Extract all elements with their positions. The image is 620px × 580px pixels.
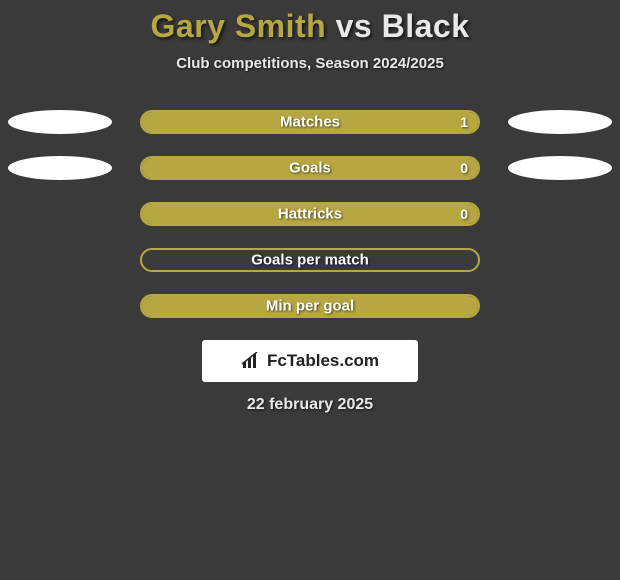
stat-value: 1 [460,114,468,130]
stat-bar: Goals per match [140,248,480,272]
stat-rows: Matches 1 Goals 0 Hattricks 0 Goals per match M… [0,110,620,318]
stat-row: Matches 1 [0,110,620,134]
stat-bar: Min per goal [140,294,480,318]
title-vs: vs [336,8,373,44]
date-text: 22 february 2025 [0,396,620,414]
stat-label: Hattricks [278,206,342,223]
stat-row: Goals 0 [0,156,620,180]
page-title: Gary Smith vs Black [0,8,620,45]
stat-bar: Hattricks 0 [140,202,480,226]
stat-bar: Goals 0 [140,156,480,180]
stat-row: Goals per match [0,248,620,272]
player2-marker [508,156,612,180]
stat-label: Goals per match [251,252,369,269]
stat-value: 0 [460,160,468,176]
stat-label: Min per goal [266,298,354,315]
stat-bar: Matches 1 [140,110,480,134]
stat-row: Min per goal [0,294,620,318]
stat-label: Matches [280,114,340,131]
logo-box: FcTables.com [202,340,418,382]
stat-row: Hattricks 0 [0,202,620,226]
stat-value: 0 [460,206,468,222]
player1-marker [8,110,112,134]
player1-marker [8,156,112,180]
subtitle: Club competitions, Season 2024/2025 [0,55,620,72]
logo-chart-icon [241,352,263,370]
stat-label: Goals [289,160,331,177]
comparison-card: Gary Smith vs Black Club competitions, S… [0,0,620,414]
logo-text: FcTables.com [267,351,379,371]
logo: FcTables.com [241,351,379,371]
player2-name: Black [382,8,470,44]
player2-marker [508,110,612,134]
player1-name: Gary Smith [151,8,327,44]
